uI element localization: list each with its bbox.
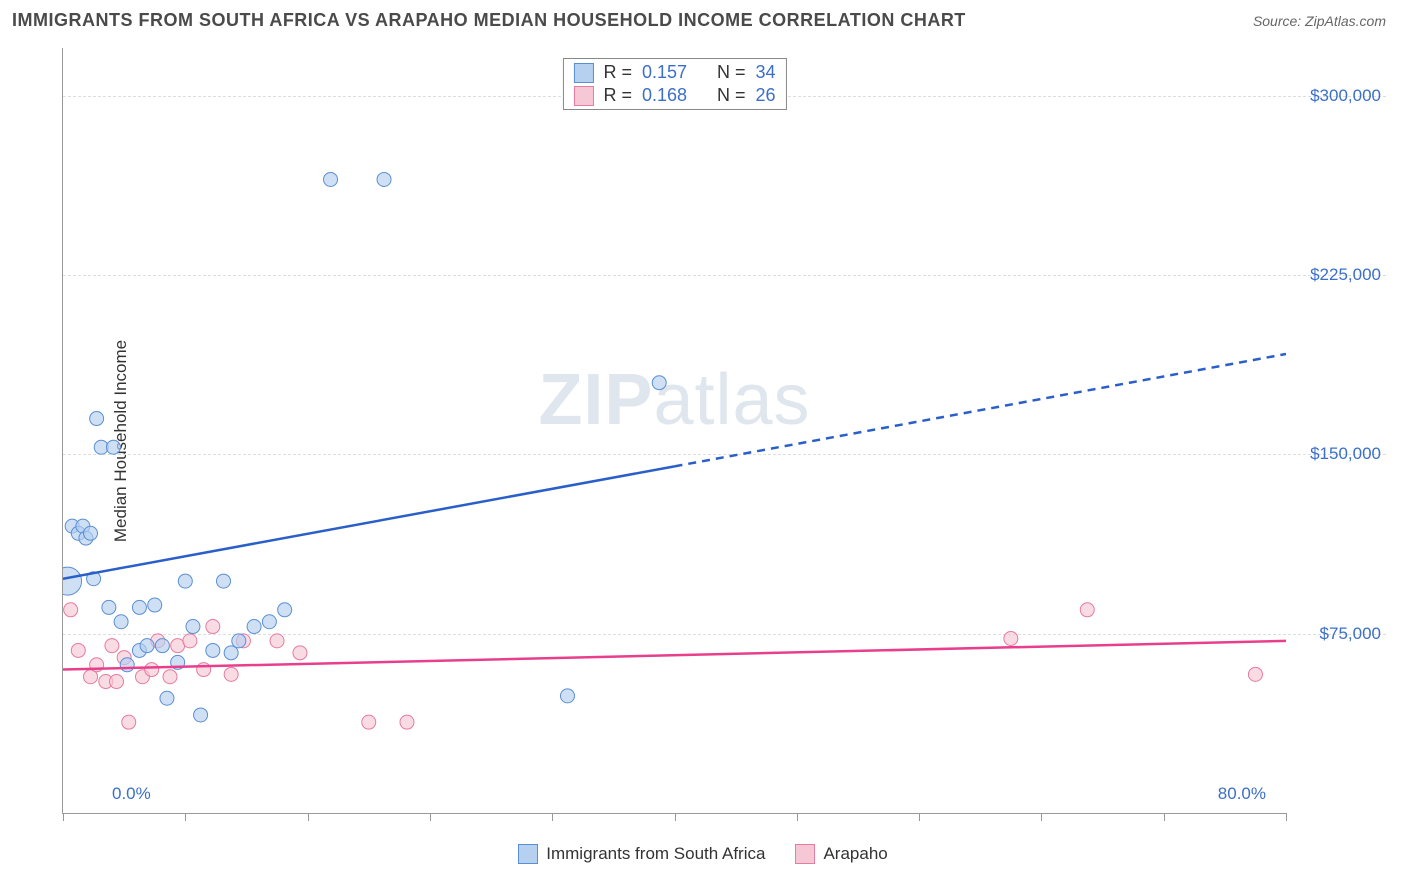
n-value-a: 34 xyxy=(756,62,776,83)
data-point-series-a xyxy=(232,634,246,648)
data-point-series-b xyxy=(71,643,85,657)
data-point-series-a xyxy=(84,526,98,540)
series-b-label: Arapaho xyxy=(823,844,887,864)
r-value-a: 0.157 xyxy=(642,62,687,83)
data-point-series-a xyxy=(120,658,134,672)
data-point-series-a xyxy=(155,639,169,653)
data-point-series-b xyxy=(122,715,136,729)
data-point-series-b xyxy=(105,639,119,653)
trendline-extrapolated-series-a xyxy=(675,354,1287,466)
data-point-series-b xyxy=(64,603,78,617)
data-point-series-a xyxy=(102,600,116,614)
data-point-series-a xyxy=(324,172,338,186)
data-point-series-b xyxy=(110,675,124,689)
swatch-series-b xyxy=(795,844,815,864)
data-point-series-a xyxy=(247,620,261,634)
chart-container: Median Household Income ZIPatlas R = 0.1… xyxy=(50,48,1386,834)
y-tick-label: $75,000 xyxy=(1320,624,1381,644)
swatch-series-a xyxy=(573,63,593,83)
x-tick xyxy=(430,813,431,821)
x-tick xyxy=(552,813,553,821)
data-point-series-b xyxy=(400,715,414,729)
n-label-a: N = xyxy=(717,62,746,83)
source-prefix: Source: xyxy=(1253,13,1305,29)
source-attribution: Source: ZipAtlas.com xyxy=(1253,13,1386,29)
x-tick xyxy=(675,813,676,821)
source-name: ZipAtlas.com xyxy=(1305,13,1386,29)
r-label-b: R = xyxy=(603,85,632,106)
scatter-plot-svg xyxy=(63,48,1286,813)
data-point-series-b xyxy=(163,670,177,684)
r-value-b: 0.168 xyxy=(642,85,687,106)
data-point-series-a xyxy=(377,172,391,186)
data-point-series-b xyxy=(145,663,159,677)
plot-area: ZIPatlas R = 0.157 N = 34 R = 0.168 N = … xyxy=(62,48,1286,814)
legend-item-series-a: Immigrants from South Africa xyxy=(518,844,765,864)
data-point-series-a xyxy=(217,574,231,588)
data-point-series-a xyxy=(224,646,238,660)
swatch-series-a xyxy=(518,844,538,864)
data-point-series-b xyxy=(1080,603,1094,617)
data-point-series-b xyxy=(270,634,284,648)
y-tick-label: $225,000 xyxy=(1310,265,1381,285)
data-point-series-a xyxy=(90,412,104,426)
y-tick-label: $300,000 xyxy=(1310,86,1381,106)
data-point-series-a xyxy=(63,567,82,595)
x-tick xyxy=(1041,813,1042,821)
data-point-series-a xyxy=(194,708,208,722)
data-point-series-a xyxy=(132,600,146,614)
data-point-series-b xyxy=(224,667,238,681)
y-tick-label: $150,000 xyxy=(1310,444,1381,464)
data-point-series-a xyxy=(178,574,192,588)
data-point-series-a xyxy=(114,615,128,629)
data-point-series-a xyxy=(560,689,574,703)
data-point-series-a xyxy=(652,376,666,390)
data-point-series-b xyxy=(183,634,197,648)
data-point-series-a xyxy=(148,598,162,612)
legend-item-series-b: Arapaho xyxy=(795,844,887,864)
series-legend: Immigrants from South Africa Arapaho xyxy=(0,844,1406,864)
series-a-label: Immigrants from South Africa xyxy=(546,844,765,864)
data-point-series-a xyxy=(186,620,200,634)
data-point-series-a xyxy=(278,603,292,617)
data-point-series-a xyxy=(160,691,174,705)
trendline-series-a xyxy=(63,466,675,578)
data-point-series-b xyxy=(197,663,211,677)
data-point-series-b xyxy=(1004,631,1018,645)
correlation-legend: R = 0.157 N = 34 R = 0.168 N = 26 xyxy=(562,58,786,110)
x-tick xyxy=(797,813,798,821)
swatch-series-b xyxy=(573,86,593,106)
n-label-b: N = xyxy=(717,85,746,106)
r-label-a: R = xyxy=(603,62,632,83)
x-tick xyxy=(1286,813,1287,821)
x-tick xyxy=(63,813,64,821)
data-point-series-a xyxy=(262,615,276,629)
data-point-series-a xyxy=(140,639,154,653)
data-point-series-b xyxy=(293,646,307,660)
n-value-b: 26 xyxy=(756,85,776,106)
x-tick xyxy=(1164,813,1165,821)
chart-title: IMMIGRANTS FROM SOUTH AFRICA VS ARAPAHO … xyxy=(12,10,966,31)
data-point-series-b xyxy=(1248,667,1262,681)
x-tick xyxy=(185,813,186,821)
data-point-series-a xyxy=(206,643,220,657)
data-point-series-b xyxy=(362,715,376,729)
legend-row-series-b: R = 0.168 N = 26 xyxy=(573,84,775,107)
x-tick xyxy=(919,813,920,821)
data-point-series-a xyxy=(106,440,120,454)
legend-row-series-a: R = 0.157 N = 34 xyxy=(573,61,775,84)
data-point-series-b xyxy=(206,620,220,634)
x-tick xyxy=(308,813,309,821)
